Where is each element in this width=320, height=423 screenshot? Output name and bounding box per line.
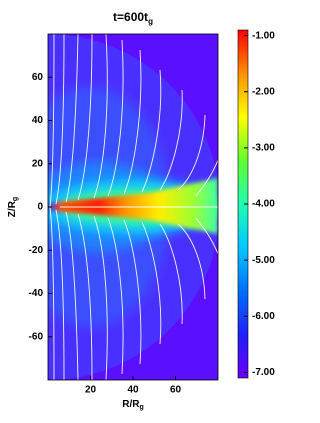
- x-tick-label: 60: [170, 385, 182, 396]
- colorbar-tick-label: -5.00: [252, 255, 275, 266]
- colorbar-tick-label: -4.00: [252, 199, 275, 210]
- y-tick-label: -60: [29, 331, 44, 342]
- y-label-sub: g: [12, 197, 19, 201]
- y-axis-label: Z/Rg: [7, 197, 19, 217]
- colorbar-tick-label: -1.00: [252, 30, 275, 41]
- y-tick-label: 40: [32, 115, 44, 126]
- y-tick-label: 20: [32, 158, 44, 169]
- x-label-text: R/R: [122, 399, 140, 410]
- chart: t=600tg R/Rg Z/Rg 20 40 60-60-40-200204060…: [7, 10, 276, 411]
- x-axis-label: R/Rg: [122, 399, 144, 411]
- title-text: t=600t: [113, 10, 148, 24]
- x-tick-label: 20: [85, 385, 97, 396]
- colorbar-tick-label: -3.00: [252, 143, 275, 154]
- colorbar-tick-label: -7.00: [252, 367, 275, 378]
- y-tick-label: 60: [32, 72, 44, 83]
- x-tick-label: 40: [127, 385, 139, 396]
- colorbar-tick-label: -2.00: [252, 86, 275, 97]
- chart-title: t=600tg: [113, 10, 153, 26]
- y-label-text: Z/R: [7, 200, 18, 217]
- heatmap-image: [48, 34, 218, 380]
- y-tick-label: 0: [37, 202, 43, 213]
- x-label-sub: g: [139, 404, 143, 411]
- title-sub: g: [148, 17, 153, 26]
- colorbar-tick-label: -6.00: [252, 311, 275, 322]
- y-tick-label: -40: [29, 288, 44, 299]
- y-tick-label: -20: [29, 245, 44, 256]
